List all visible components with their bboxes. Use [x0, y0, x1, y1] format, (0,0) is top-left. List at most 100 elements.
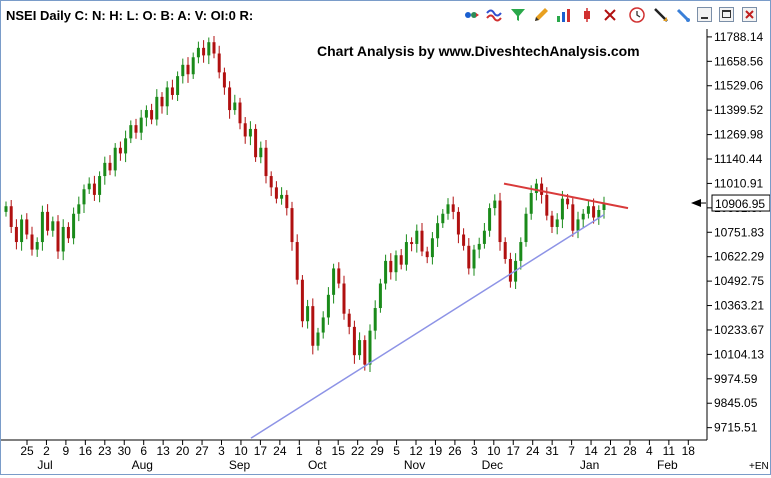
candle-body [269, 176, 273, 188]
chart-area[interactable]: 11788.14 11658.56 11529.06 11399.52 11269.98… [1, 29, 771, 478]
y-tick-label: 11140.44 [714, 152, 763, 166]
support-trendline [250, 214, 605, 439]
x-month-label: Feb [657, 458, 678, 472]
candle-body [98, 176, 102, 195]
close-icon[interactable] [742, 7, 757, 22]
y-tick-label: 11658.56 [714, 54, 763, 68]
y-tick-label: 11010.91 [714, 176, 763, 190]
y-tick-label: 10104.13 [714, 347, 764, 361]
candle-body [332, 268, 336, 295]
candle-body [20, 219, 24, 243]
candle-body [488, 208, 492, 231]
x-day-label: 21 [604, 444, 618, 458]
candle-body [462, 234, 466, 246]
candle-body [472, 249, 476, 269]
bar-style-icon[interactable] [556, 7, 572, 23]
candle-body [46, 211, 50, 231]
candle-body [436, 223, 440, 239]
candle-body [482, 230, 486, 244]
x-day-label: 30 [118, 444, 132, 458]
candle-body [571, 204, 575, 231]
eraser-icon[interactable] [675, 7, 691, 23]
x-day-label: 7 [568, 444, 575, 458]
x-day-label: 19 [429, 444, 443, 458]
maximize-icon[interactable] [719, 7, 734, 22]
candle-body [222, 72, 226, 88]
candle-body [196, 47, 200, 58]
candle-body [280, 194, 284, 199]
candle-body [254, 128, 258, 158]
candle-body [92, 183, 96, 195]
candle-body [550, 215, 554, 227]
y-tick-label: 9715.51 [714, 421, 758, 435]
candle-body [30, 234, 34, 250]
candle-body [545, 194, 549, 216]
shapes-icon[interactable] [602, 7, 618, 23]
candle-body [503, 242, 507, 260]
x-day-label: 17 [507, 444, 521, 458]
minimize-icon[interactable] [697, 7, 712, 22]
wave-icon[interactable] [486, 7, 502, 23]
candle-body [40, 211, 44, 243]
candle-body [456, 211, 460, 235]
x-month-label: Jul [37, 458, 52, 472]
candle-body [228, 87, 232, 111]
candle-body [508, 259, 512, 282]
candle-body [529, 193, 533, 214]
candle-body [4, 206, 8, 212]
y-tick-label: 9845.05 [714, 396, 758, 410]
y-tick-label: 9974.59 [714, 372, 758, 386]
candle-body [555, 219, 559, 227]
pencil-icon[interactable] [533, 7, 549, 23]
x-day-label: 3 [471, 444, 478, 458]
candle-body [399, 255, 403, 265]
candle-body [347, 313, 351, 327]
x-day-label: 26 [448, 444, 462, 458]
candle-body [9, 206, 13, 227]
candle-style-icon[interactable] [579, 7, 595, 23]
clock-icon[interactable] [629, 7, 645, 23]
x-day-label: 9 [63, 444, 70, 458]
candle-body [540, 183, 544, 195]
y-tick-label: 11529.06 [714, 79, 763, 93]
candle-body [290, 208, 294, 243]
candle-body [394, 255, 398, 273]
x-month-label: Jan [580, 458, 599, 472]
candle-body [358, 340, 362, 356]
candle-body [155, 96, 159, 120]
candle-body [124, 138, 128, 154]
candle-body [14, 226, 18, 243]
candle-body [420, 230, 424, 252]
price-chart[interactable]: 11788.14 11658.56 11529.06 11399.52 11269.98… [1, 29, 771, 473]
candle-body [415, 230, 419, 244]
candle-body [77, 204, 81, 214]
candle-body [139, 117, 143, 133]
x-day-label: 1 [296, 444, 303, 458]
x-day-label: 10 [487, 444, 501, 458]
candle-body [118, 147, 122, 154]
current-price-arrow [691, 199, 701, 208]
candle-body [113, 147, 117, 171]
x-day-label: 13 [156, 444, 170, 458]
move-chart-icon[interactable] [464, 7, 480, 23]
x-day-label: 29 [370, 444, 384, 458]
candle-body [389, 260, 393, 273]
candle-body [373, 308, 377, 331]
x-month-label: Dec [482, 458, 503, 472]
candle-body [586, 206, 590, 214]
candle-body [602, 203, 606, 210]
candle-body [264, 147, 268, 177]
candle-body [186, 64, 190, 75]
x-day-label: 23 [98, 444, 112, 458]
resistance-trendline [503, 182, 629, 210]
y-tick-label: 10363.21 [714, 299, 764, 313]
title-bar: NSEI Daily C: N: H: L: O: B: A: V: OI:0 … [1, 1, 770, 30]
filter-icon[interactable] [510, 7, 526, 23]
x-day-label: 31 [545, 444, 559, 458]
candle-body [592, 206, 596, 218]
y-tick-label: 11788.14 [714, 30, 763, 44]
x-month-label: Oct [308, 458, 327, 472]
draw-line-icon[interactable] [653, 7, 669, 23]
candle-body [243, 123, 247, 137]
x-day-label: 3 [218, 444, 225, 458]
